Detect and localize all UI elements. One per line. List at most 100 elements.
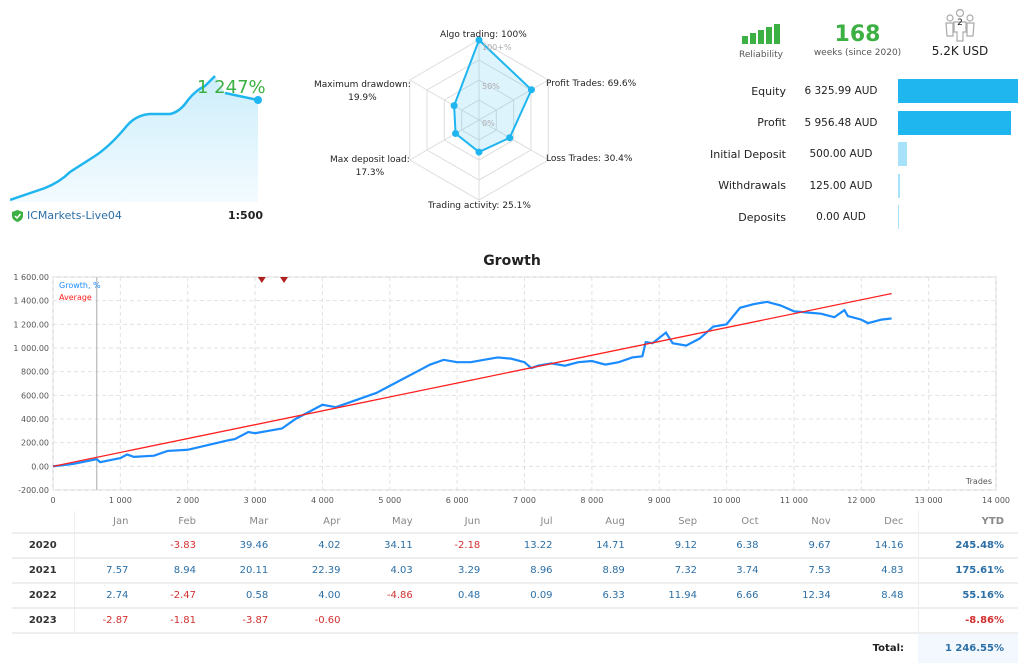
y-tick-label: 1 000.00 bbox=[13, 344, 49, 353]
month-cell: 6.38 bbox=[711, 533, 773, 559]
financial-value: 6 325.99 AUD bbox=[804, 85, 878, 97]
table-row: 2023 -2.87 -1.81 -3.87 -0.60 -8.86% bbox=[12, 608, 1018, 634]
column-header: YTD bbox=[917, 511, 1018, 534]
x-tick-label: 14 000 bbox=[982, 496, 1010, 505]
month-cell: -3.83 bbox=[142, 533, 210, 559]
financial-label: Initial Deposit bbox=[710, 147, 786, 161]
column-header: Aug bbox=[566, 511, 639, 534]
column-header: Jan bbox=[74, 511, 143, 534]
financial-value: 5 956.48 AUD bbox=[804, 116, 878, 129]
month-cell: 20.11 bbox=[209, 558, 283, 584]
financial-row: Profit 5 956.48 AUD bbox=[700, 110, 1024, 136]
server-name: ICMarkets-Live04 bbox=[27, 209, 122, 222]
month-cell: 3.74 bbox=[711, 558, 773, 584]
radar-point bbox=[452, 130, 460, 138]
radar-point bbox=[450, 102, 458, 110]
month-cell: 4.00 bbox=[282, 583, 355, 609]
month-cell: 2.74 bbox=[74, 583, 143, 609]
y-tick-label: 600.00 bbox=[21, 391, 49, 400]
radar-point bbox=[527, 86, 535, 94]
x-tick-label: 13 000 bbox=[915, 496, 943, 505]
ring-label: 100+% bbox=[482, 43, 512, 52]
radar-point bbox=[506, 134, 514, 142]
y-tick-label: 1 600.00 bbox=[13, 273, 49, 282]
radar-spoke bbox=[478, 79, 549, 121]
month-cell: -2.47 bbox=[142, 583, 210, 609]
weeks-count: 168 bbox=[834, 22, 881, 47]
column-header: Dec bbox=[844, 511, 918, 534]
month-cell: 4.03 bbox=[354, 558, 427, 584]
x-tick-label: 12 000 bbox=[847, 496, 875, 505]
month-cell: -2.87 bbox=[74, 608, 143, 634]
financial-label: Profit bbox=[757, 116, 786, 129]
x-tick-label: 8 000 bbox=[580, 496, 603, 505]
month-cell: 3.29 bbox=[426, 558, 495, 584]
x-tick-label: 9 000 bbox=[648, 496, 671, 505]
year-cell: 2021 bbox=[12, 558, 75, 584]
event-marker[interactable] bbox=[280, 277, 289, 283]
total-row: Total: 1 246.55% bbox=[12, 633, 1018, 663]
month-cell: -4.86 bbox=[354, 583, 427, 609]
y-tick-label: 200.00 bbox=[21, 439, 49, 448]
month-cell: 6.33 bbox=[566, 583, 639, 609]
average-line bbox=[52, 292, 892, 467]
column-header: Mar bbox=[209, 511, 283, 534]
column-header: Apr bbox=[282, 511, 355, 534]
column-header: Feb bbox=[142, 511, 210, 534]
month-cell bbox=[772, 608, 845, 634]
month-cell: 7.57 bbox=[74, 558, 143, 584]
financial-value: 500.00 AUD bbox=[809, 148, 873, 160]
total-value: 1 246.55% bbox=[918, 633, 1018, 663]
weeks-label: weeks (since 2020) bbox=[813, 48, 902, 58]
column-header bbox=[12, 511, 75, 534]
financial-row: Withdrawals 125.00 AUD bbox=[700, 173, 1024, 199]
total-label: Total: bbox=[872, 643, 904, 654]
financial-bar bbox=[898, 110, 1011, 135]
financial-bar bbox=[898, 173, 901, 198]
ytd-cell: 245.48% bbox=[917, 533, 1018, 559]
column-header: Jun bbox=[426, 511, 495, 534]
financial-row: Deposits 0.00 AUD bbox=[700, 204, 1024, 230]
subscribers-icon: 2 bbox=[943, 8, 977, 42]
financial-row: Equity 6 325.99 AUD bbox=[700, 78, 1024, 104]
growth-sparkline bbox=[10, 75, 262, 202]
month-cell: 8.94 bbox=[142, 558, 210, 584]
y-tick-label: -200.00 bbox=[18, 486, 49, 495]
month-cell: 14.71 bbox=[566, 533, 639, 559]
month-cell: 11.94 bbox=[638, 583, 712, 609]
column-header: Sep bbox=[638, 511, 712, 534]
radar-label-algo: Algo trading: 100% bbox=[440, 30, 527, 40]
month-cell: 7.53 bbox=[772, 558, 845, 584]
event-marker[interactable] bbox=[257, 277, 266, 283]
financial-value: 125.00 AUD bbox=[809, 179, 873, 192]
x-tick-label: 7 000 bbox=[513, 496, 536, 505]
month-cell: 9.12 bbox=[638, 533, 712, 559]
reliability-label: Reliability bbox=[739, 50, 783, 60]
financial-value: 0.00 AUD bbox=[816, 211, 866, 223]
server-link[interactable]: ICMarkets-Live04 bbox=[12, 209, 122, 222]
x-axis-label: Trades bbox=[965, 477, 992, 486]
legend-growth: Growth, % bbox=[59, 281, 101, 290]
subscribers[interactable]: 2 5.2K USD bbox=[925, 8, 995, 58]
radar-point bbox=[475, 148, 483, 156]
year-cell: 2022 bbox=[12, 583, 75, 609]
radar-label-drawdown: Maximum drawdown: 19.9% bbox=[314, 80, 411, 103]
monthly-returns-table: Jan Feb Mar Apr May Jun Jul Aug Sep Oct Nov Dec YTD … bbox=[12, 511, 1018, 663]
radar-spoke bbox=[409, 119, 480, 161]
reliability[interactable]: Reliability bbox=[736, 24, 786, 60]
x-tick-label: 2 000 bbox=[176, 496, 199, 505]
legend-average: Average bbox=[59, 293, 92, 302]
ytd-cell: 175.61% bbox=[917, 558, 1018, 584]
radar-label-profit-trades: Profit Trades: 69.6% bbox=[546, 79, 637, 89]
radar-spoke bbox=[409, 79, 480, 121]
subscribers-count: 2 bbox=[957, 18, 963, 28]
year-cell: 2020 bbox=[12, 533, 75, 559]
leverage: 1:500 bbox=[228, 209, 264, 222]
month-cell: 22.39 bbox=[282, 558, 355, 584]
month-cell: 0.48 bbox=[426, 583, 495, 609]
y-tick-label: 800.00 bbox=[21, 368, 49, 377]
growth-chart: 1 600.00 1 400.00 1 200.00 1 000.00 800.00 60… bbox=[13, 273, 1010, 505]
growth-line bbox=[52, 300, 892, 468]
financial-label: Equity bbox=[751, 84, 786, 98]
financial-label: Withdrawals bbox=[718, 179, 786, 192]
